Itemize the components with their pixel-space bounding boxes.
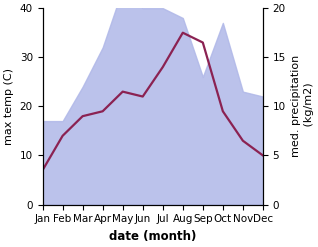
Y-axis label: max temp (C): max temp (C) [4, 68, 14, 145]
X-axis label: date (month): date (month) [109, 230, 197, 243]
Y-axis label: med. precipitation
 (kg/m2): med. precipitation (kg/m2) [291, 55, 314, 158]
